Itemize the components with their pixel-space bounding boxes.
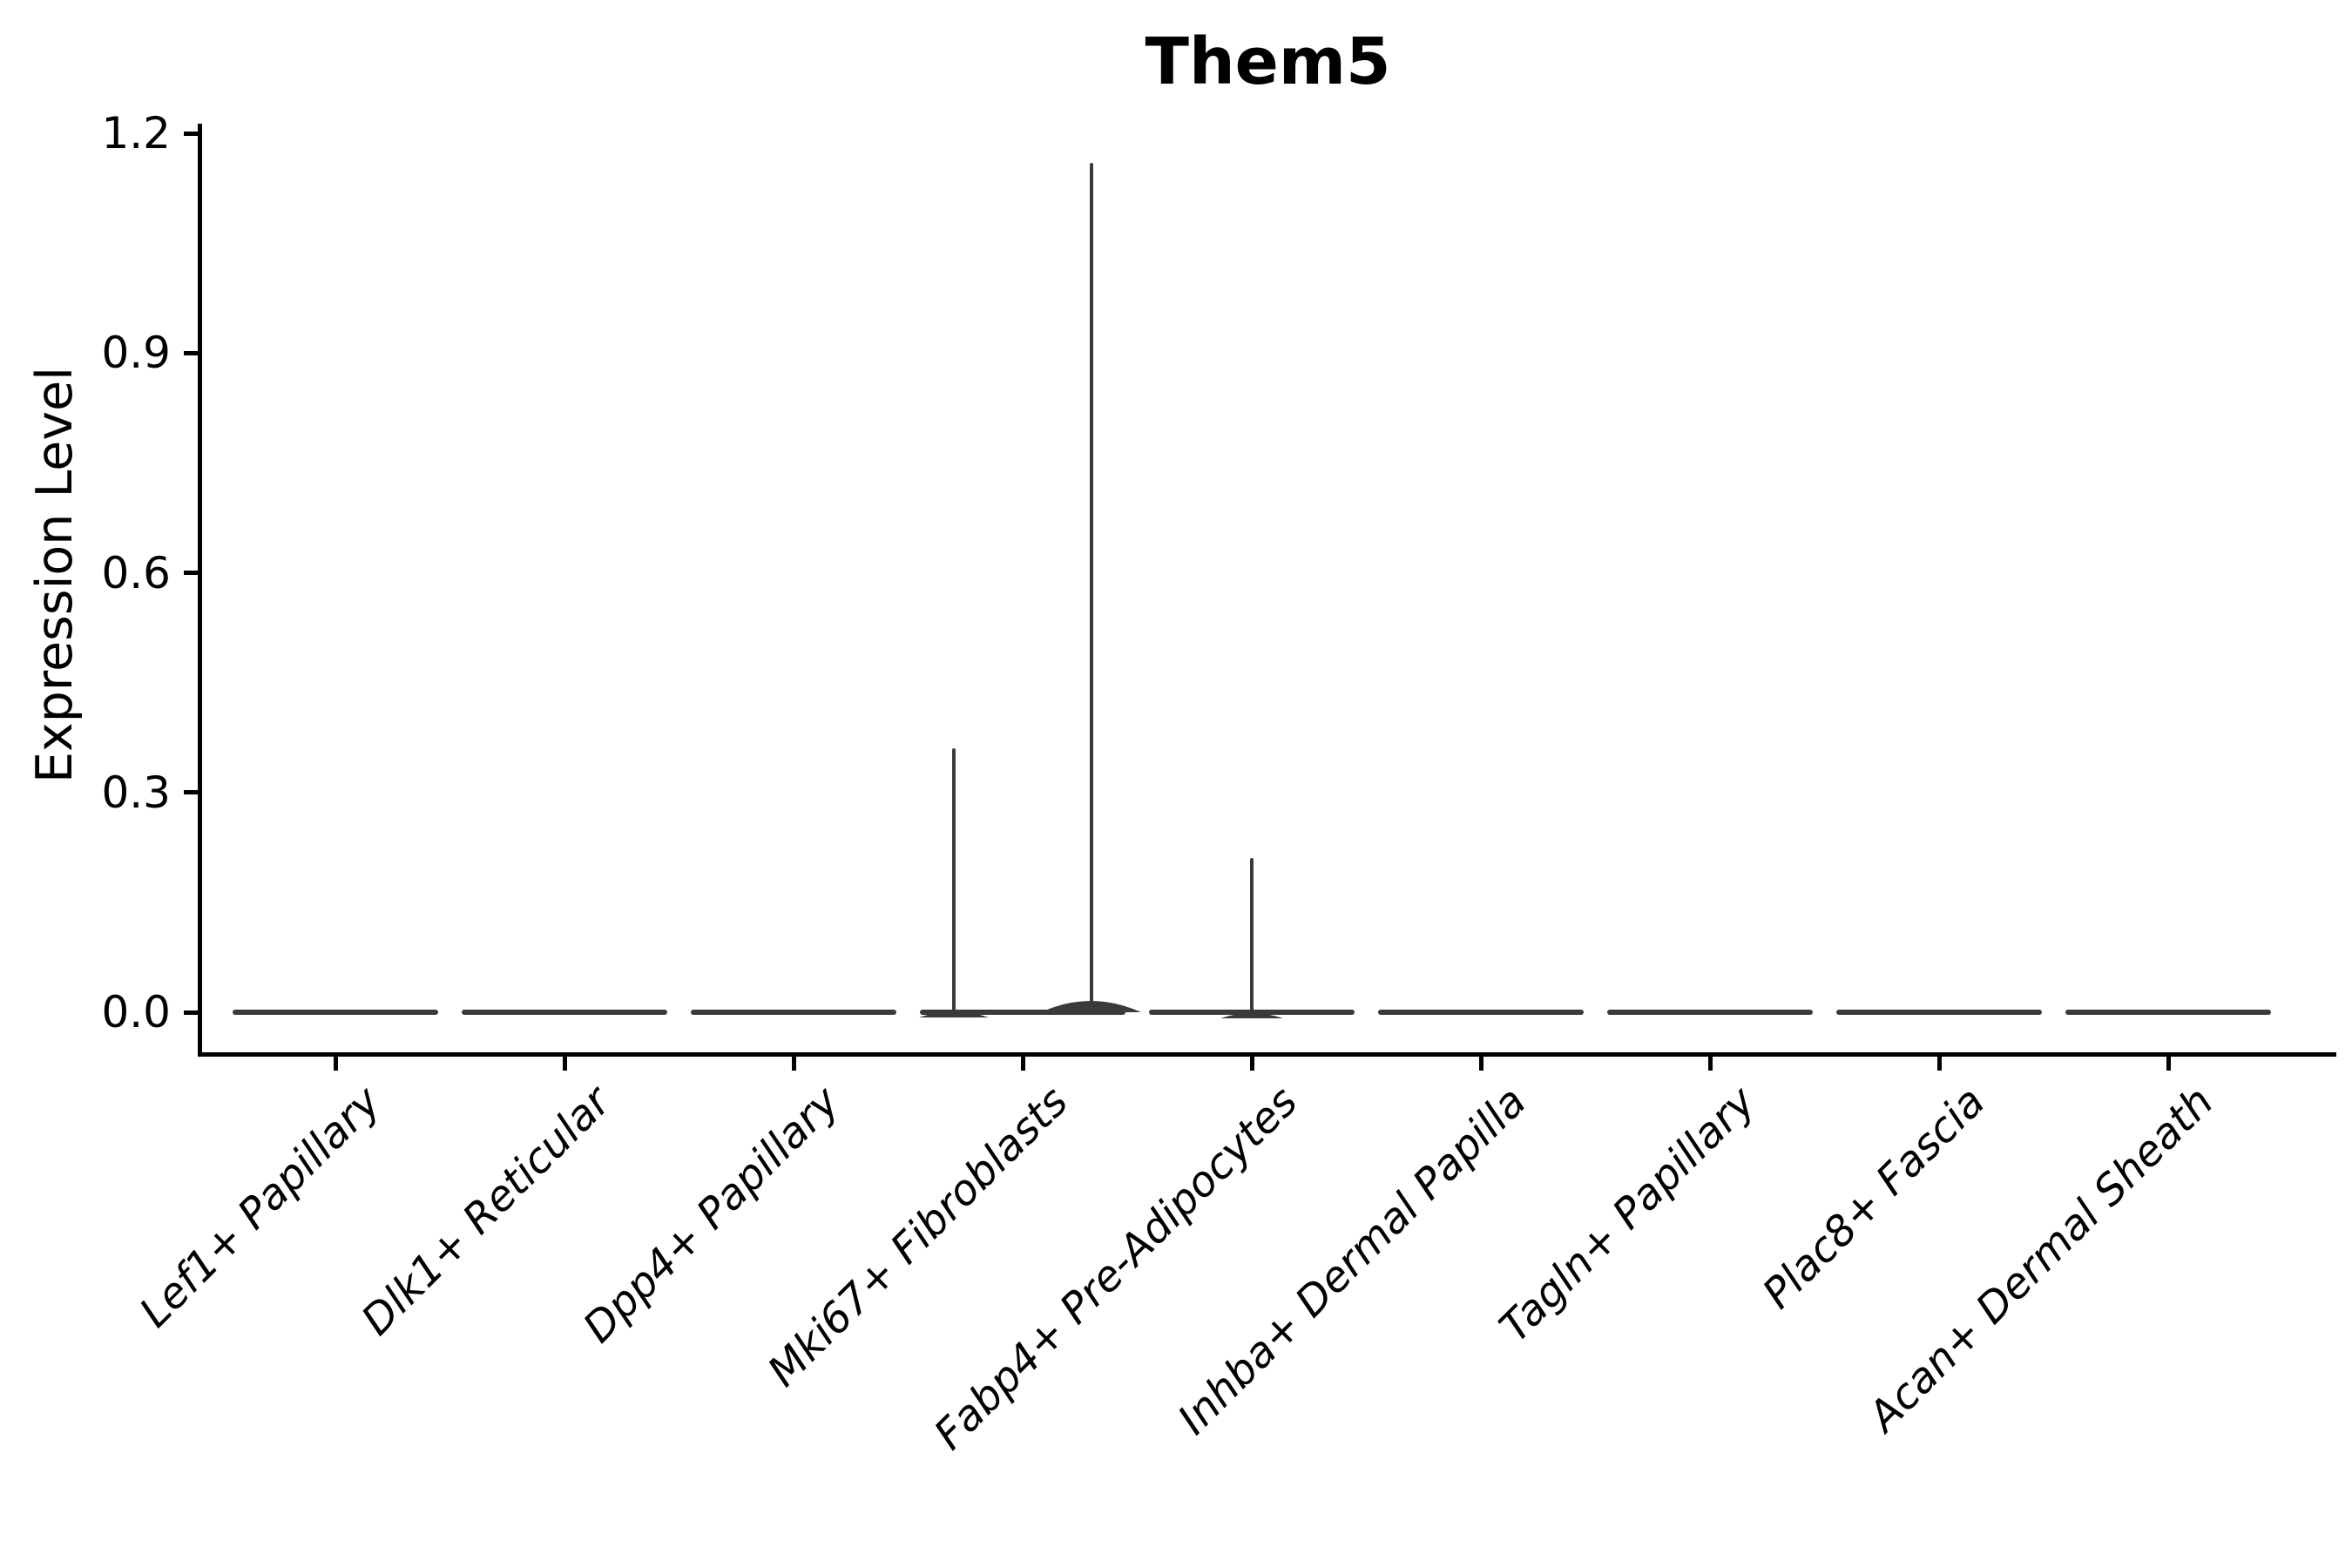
y-tick-label: 0.0 (101, 987, 171, 1037)
y-tick (184, 571, 198, 575)
y-tick (184, 131, 198, 136)
x-tick (1478, 1057, 1484, 1071)
violin (462, 1010, 667, 1015)
violin (233, 1010, 438, 1015)
violin (1836, 1010, 2042, 1015)
x-tick (2166, 1057, 2171, 1071)
x-tick (333, 1057, 338, 1071)
violin-density-bulge (1041, 999, 1142, 1016)
violin-density-bulge (919, 1004, 990, 1021)
y-tick-label: 1.2 (101, 108, 171, 159)
violin (691, 1010, 896, 1015)
violin (920, 1010, 1125, 1015)
x-tick-label: Tagln+ Papillary (1490, 1077, 1766, 1352)
x-tick-label: Dpp4+ Papillary (573, 1077, 849, 1353)
x-tick (1020, 1057, 1025, 1071)
violin (1607, 1010, 1813, 1015)
y-tick-label: 0.6 (101, 547, 171, 598)
x-tick-label: Dlk1+ Reticular (351, 1077, 620, 1345)
x-tick (791, 1057, 796, 1071)
y-tick-label: 0.3 (101, 767, 171, 818)
y-tick (184, 790, 198, 795)
y-axis-spine (198, 124, 202, 1057)
y-tick (184, 350, 198, 355)
x-tick (1249, 1057, 1254, 1071)
x-tick (562, 1057, 567, 1071)
violin-spike (1089, 162, 1093, 1014)
y-tick (184, 1010, 198, 1015)
x-tick (1936, 1057, 1942, 1071)
violin-spike (952, 748, 956, 1014)
y-tick-label: 0.9 (101, 328, 171, 379)
chart-title: Them5 (1145, 24, 1391, 99)
violin (1378, 1010, 1584, 1015)
violin-spike (1250, 858, 1254, 1014)
violin (2065, 1010, 2271, 1015)
x-axis-spine (198, 1052, 2336, 1057)
x-tick-label: Plac8+ Fascia (1753, 1077, 1995, 1319)
x-tick (1707, 1057, 1713, 1071)
x-tick-label: Fabp4+ Pre-Adipocytes (924, 1077, 1308, 1460)
x-tick-label: Lef1+ Papillary (131, 1077, 391, 1337)
violin-density-bulge (1220, 1005, 1283, 1022)
